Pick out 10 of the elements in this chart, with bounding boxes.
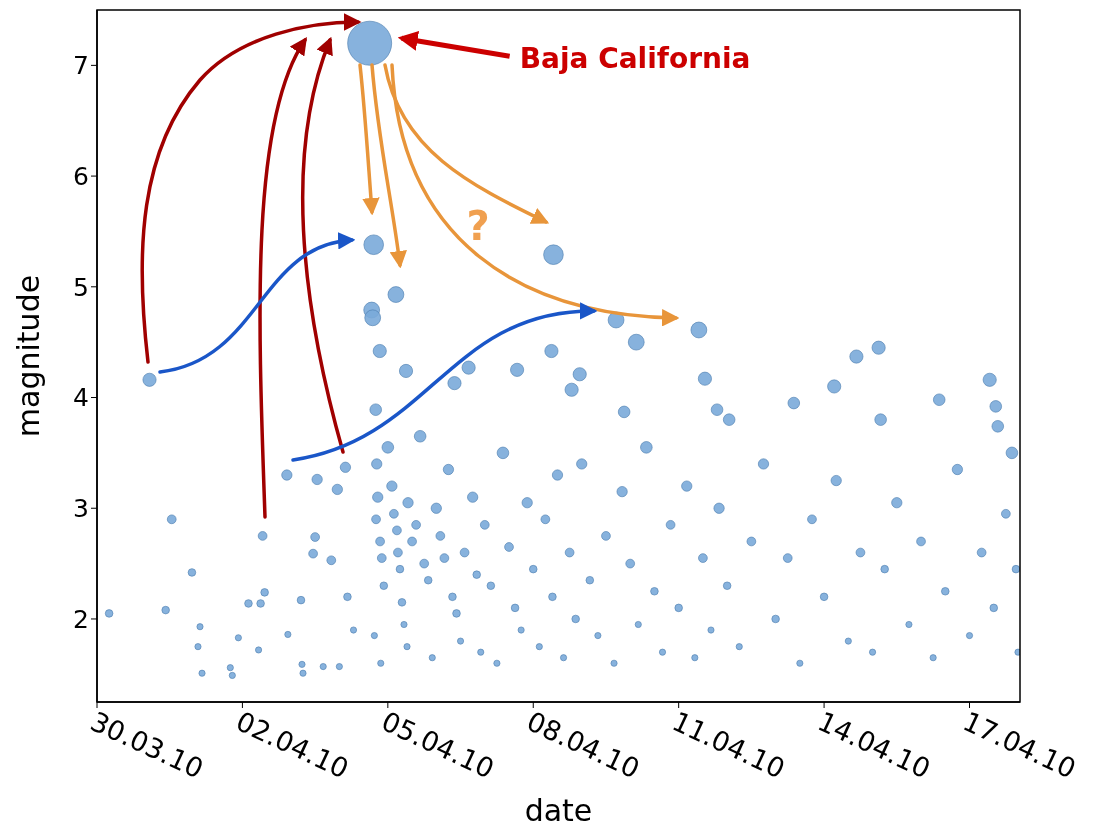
y-tick-label: 4 bbox=[73, 383, 89, 413]
y-tick-label: 3 bbox=[73, 494, 89, 524]
y-tick-label: 6 bbox=[73, 161, 89, 191]
y-axis-title: magnitude bbox=[10, 274, 46, 438]
y-tick-label: 5 bbox=[73, 272, 89, 302]
y-tick-label: 2 bbox=[73, 604, 89, 634]
annotation: Baja California bbox=[519, 42, 751, 76]
y-tick-label: 7 bbox=[73, 51, 89, 81]
x-axis-title: date bbox=[524, 793, 593, 828]
annotation: ? bbox=[466, 203, 490, 249]
